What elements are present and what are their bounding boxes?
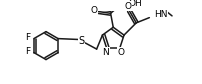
Text: S: S	[79, 36, 85, 46]
Text: O: O	[90, 6, 98, 15]
Text: O: O	[125, 2, 132, 11]
Text: F: F	[25, 33, 30, 42]
Text: N: N	[102, 48, 109, 57]
Text: F: F	[25, 47, 30, 56]
Text: OH: OH	[128, 0, 142, 8]
Text: O: O	[117, 48, 124, 57]
Text: HN: HN	[154, 10, 167, 19]
